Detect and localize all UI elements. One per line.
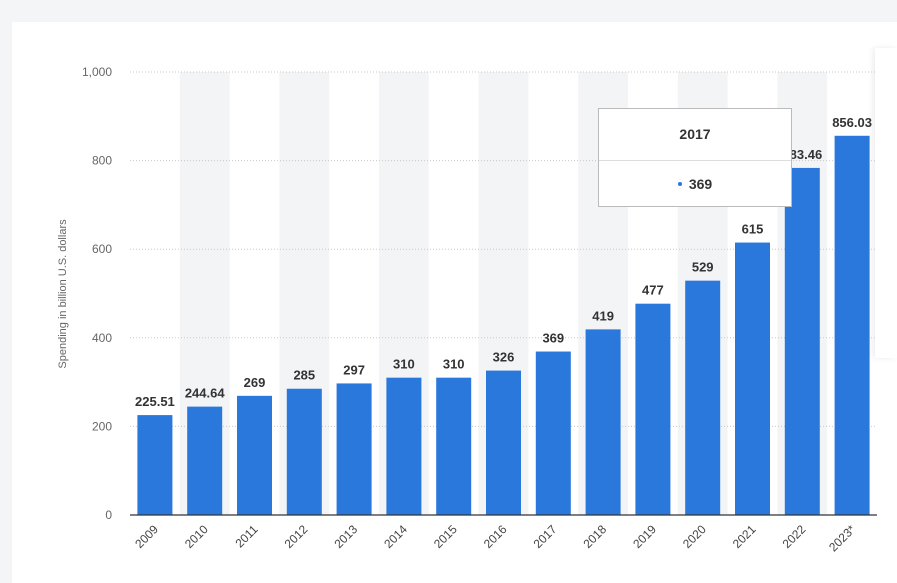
y-tick-label: 400: [92, 331, 112, 345]
x-tick-label: 2017: [531, 522, 560, 551]
x-tick-label: 2022: [780, 522, 809, 551]
x-tick-label: 2014: [381, 522, 410, 551]
tooltip-value-row: 369: [599, 161, 791, 207]
y-tick-label: 800: [92, 154, 112, 168]
data-label: 225.51: [135, 394, 175, 409]
bar: [535, 351, 571, 515]
data-label: 856.03: [832, 115, 872, 130]
y-tick-label: 200: [92, 419, 112, 433]
data-label: 369: [542, 331, 564, 346]
x-tick-label: 2013: [331, 522, 360, 551]
y-tick-label: 1,000: [82, 65, 112, 79]
bar: [336, 383, 372, 515]
y-tick-label: 600: [92, 242, 112, 256]
bar: [187, 406, 223, 515]
data-label: 310: [443, 357, 465, 372]
data-label: 615: [742, 222, 764, 237]
data-label: 310: [393, 357, 415, 372]
x-tick-label: 2020: [680, 522, 709, 551]
data-label: 244.64: [185, 386, 226, 401]
data-label: 419: [592, 308, 614, 323]
x-tick-label: 2012: [282, 522, 311, 551]
x-tick-label: 2023*: [826, 522, 858, 554]
x-tick-label: 2019: [630, 522, 659, 551]
series-dot-icon: [677, 182, 682, 186]
bar: [635, 303, 671, 515]
x-tick-label: 2018: [580, 522, 609, 551]
tooltip: 2017 369: [598, 108, 792, 207]
bar: [685, 280, 721, 515]
tooltip-value: 369: [688, 176, 713, 192]
bar: [286, 388, 322, 515]
data-label: 285: [293, 368, 315, 383]
bar: [436, 377, 472, 515]
data-label: 783.46: [782, 147, 822, 162]
data-label: 297: [343, 362, 365, 377]
y-axis-title: Spending in billion U.S. dollars: [57, 219, 69, 369]
tooltip-category: 2017: [599, 109, 791, 161]
data-label: 529: [692, 260, 714, 275]
bar: [237, 395, 272, 515]
x-tick-label: 2009: [132, 522, 161, 551]
data-label: 269: [244, 375, 266, 390]
x-tick-label: 2010: [182, 522, 211, 551]
bar: [386, 377, 422, 515]
x-tick-label: 2015: [431, 522, 460, 551]
bar: [834, 135, 870, 515]
x-tick-label: 2021: [730, 522, 759, 551]
x-tick-label: 2016: [481, 522, 510, 551]
bar: [784, 167, 820, 515]
y-tick-label: 0: [105, 508, 112, 522]
data-label: 326: [493, 350, 515, 365]
bar: [486, 370, 521, 515]
bar: [137, 415, 173, 515]
x-tick-label: 2011: [232, 522, 260, 550]
side-panel: [875, 48, 897, 358]
bar: [585, 329, 621, 515]
bar: [735, 242, 770, 515]
data-label: 477: [642, 283, 664, 298]
